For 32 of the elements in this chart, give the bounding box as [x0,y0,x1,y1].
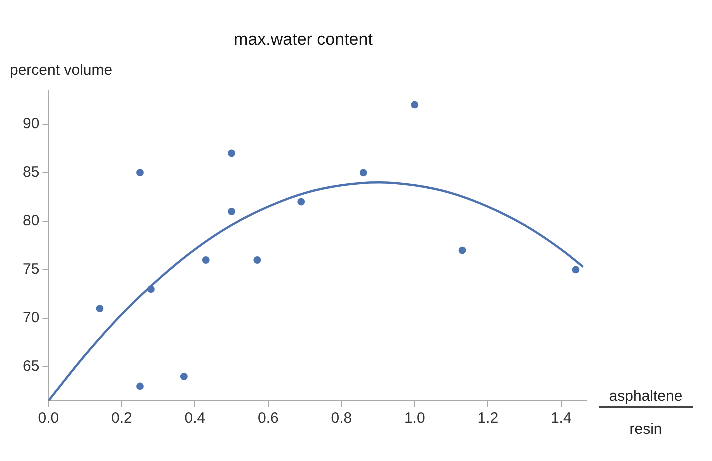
y-tick-label: 70 [22,310,40,327]
x-tick-label: 1.2 [478,410,499,428]
point [572,266,580,274]
point [254,256,262,264]
point [458,246,466,254]
x-tick-label: 0.4 [184,410,206,428]
x-tick-label: 0.8 [331,410,352,428]
point [202,256,210,264]
y-tick-label: 80 [22,212,40,230]
point [136,169,144,177]
point [136,382,144,390]
line-series [48,182,584,401]
point [228,150,236,158]
y-tick-label: 90 [22,116,40,133]
x-axis-title: asphaltene resin [608,387,684,440]
x-tick-label: 0.2 [111,410,132,428]
chart-title: max.water content [234,30,374,49]
point [96,305,104,312]
y-tick-label: 85 [22,164,40,182]
point [360,169,368,177]
point [180,373,188,380]
x-tick-label: 1.4 [550,410,572,428]
y-axis-title: percent volume [10,62,113,79]
x-tick-label: 0.6 [258,410,279,428]
point [228,208,236,216]
y-tick-label: 65 [22,358,40,376]
point [298,198,306,206]
y-tick-label: 75 [22,261,40,278]
point [148,286,155,294]
point [411,101,419,109]
x-tick-label: 0.0 [38,410,60,428]
x-tick-label: 1.0 [404,410,426,428]
